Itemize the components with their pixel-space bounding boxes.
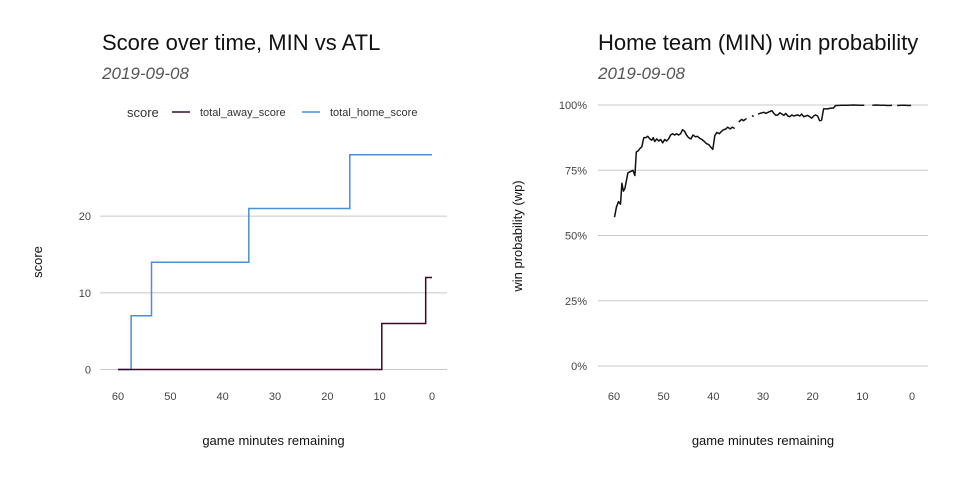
wp-chart-title: Home team (MIN) win probability — [598, 30, 919, 55]
x-tick-label: 40 — [707, 391, 719, 403]
y-tick-label: 25% — [565, 296, 587, 308]
y-tick-label: 10 — [79, 288, 91, 300]
x-tick-label: 60 — [608, 391, 620, 403]
x-tick-label: 30 — [757, 391, 769, 403]
y-tick-label: 75% — [565, 165, 587, 177]
x-tick-label: 50 — [658, 391, 670, 403]
x-tick-label: 50 — [164, 391, 176, 403]
wp-line-segment — [757, 104, 865, 122]
score-chart-panel: Score over time, MIN vs ATL 2019-09-08 0… — [30, 30, 447, 448]
y-tick-label: 20 — [79, 211, 91, 223]
wp-chart-subtitle: 2019-09-08 — [598, 64, 685, 83]
x-axis-title: game minutes remaining — [692, 433, 834, 448]
x-tick-label: 60 — [112, 391, 124, 403]
series-line-total_away_score — [118, 276, 432, 371]
wp-chart-panel: Home team (MIN) win probability 2019-09-… — [480, 0, 960, 480]
wp-chart: 0% 25% 50% 75% 100% 60 50 40 30 20 10 0 game minutes… — [510, 100, 928, 448]
y-tick-label: 100% — [559, 100, 587, 112]
series-line-total_home_score — [118, 154, 432, 371]
score-chart: 0 10 20 60 50 40 30 20 10 0 game minutes remaining… — [30, 105, 447, 448]
wp-line-segment — [872, 104, 893, 107]
x-tick-label: 0 — [429, 391, 435, 403]
wp-line-segment — [751, 114, 755, 118]
x-tick-label: 10 — [856, 391, 868, 403]
x-tick-label: 20 — [807, 391, 819, 403]
x-tick-label: 30 — [269, 391, 281, 403]
y-axis-title: win probability (wp) — [510, 180, 525, 292]
wp-line-segment — [613, 126, 736, 218]
score-chart-title: Score over time, MIN vs ATL — [102, 30, 381, 55]
legend-label: total_away_score — [200, 107, 286, 119]
x-tick-label: 40 — [217, 391, 229, 403]
legend-label: total_home_score — [330, 107, 417, 119]
x-tick-label: 20 — [321, 391, 333, 403]
y-axis-title: score — [30, 246, 45, 278]
x-axis-title: game minutes remaining — [202, 433, 344, 448]
legend-title: score — [127, 105, 159, 120]
wp-line-segment — [738, 117, 747, 123]
x-tick-label: 0 — [909, 391, 915, 403]
y-tick-label: 0 — [85, 365, 91, 377]
x-tick-label: 10 — [374, 391, 386, 403]
y-tick-label: 0% — [571, 361, 587, 373]
score-chart-subtitle: 2019-09-08 — [102, 64, 189, 83]
y-tick-label: 50% — [565, 231, 587, 243]
